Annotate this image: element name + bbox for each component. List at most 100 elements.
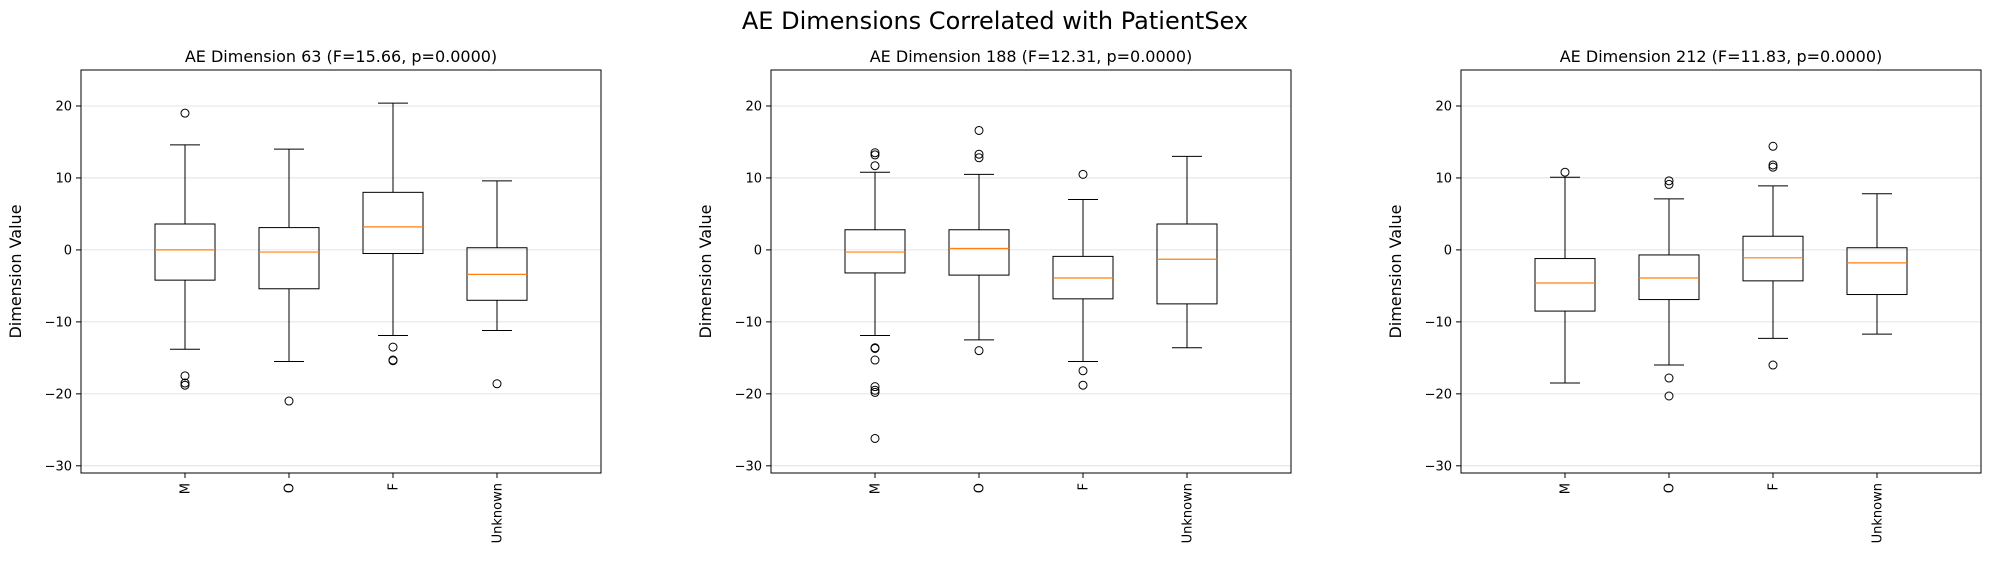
plot-frame bbox=[770, 69, 1292, 474]
outlier-point bbox=[1078, 169, 1088, 179]
outlier-point bbox=[1078, 366, 1088, 376]
box-m bbox=[1534, 167, 1596, 384]
box-unknown bbox=[466, 180, 528, 389]
y-tick-label: 20 bbox=[745, 99, 762, 114]
box-iqr bbox=[844, 229, 906, 274]
outlier-point bbox=[974, 153, 984, 163]
outlier-point bbox=[974, 149, 984, 159]
box-o bbox=[948, 125, 1010, 356]
outlier-point bbox=[1768, 360, 1778, 370]
plot-frame bbox=[1460, 69, 1982, 474]
chart-panel-1: AE Dimension 63 (F=15.66, p=0.0000) Dimen… bbox=[6, 47, 602, 543]
outlier-point bbox=[870, 344, 880, 354]
outlier-point bbox=[1664, 176, 1674, 186]
box-iqr bbox=[1534, 258, 1596, 312]
outlier-point bbox=[870, 161, 880, 171]
chart-panel-2: AE Dimension 188 (F=12.31, p=0.0000) Dime… bbox=[696, 47, 1292, 543]
panel-title: AE Dimension 212 (F=11.83, p=0.0000) bbox=[1560, 47, 1883, 66]
chart-panel-3: AE Dimension 212 (F=11.83, p=0.0000) Dime… bbox=[1386, 47, 1982, 543]
outlier-point bbox=[180, 380, 190, 390]
box-unknown bbox=[1156, 155, 1218, 349]
box-m bbox=[154, 108, 216, 390]
x-tick-label: M bbox=[179, 483, 194, 494]
outlier-point bbox=[1768, 141, 1778, 151]
y-tick-label: 20 bbox=[1435, 99, 1452, 114]
y-tick-label: −30 bbox=[1425, 459, 1452, 474]
box-iqr bbox=[1638, 254, 1700, 301]
outlier-point bbox=[180, 378, 190, 388]
x-tick-label: F bbox=[1767, 483, 1782, 490]
outlier-point bbox=[870, 148, 880, 158]
box-unknown bbox=[1846, 193, 1908, 335]
y-tick-label: 10 bbox=[55, 171, 72, 186]
box-iqr bbox=[154, 223, 216, 281]
y-tick-label: 0 bbox=[64, 243, 72, 258]
x-tick-label: Unknown bbox=[1181, 483, 1196, 543]
y-tick-label: 0 bbox=[754, 243, 762, 258]
outlier-point bbox=[388, 356, 398, 366]
box-iqr bbox=[1846, 247, 1908, 296]
outlier-point bbox=[974, 125, 984, 135]
outlier-point bbox=[284, 396, 294, 406]
x-tick-label: O bbox=[1663, 483, 1678, 493]
y-tick-label: −20 bbox=[1425, 387, 1452, 402]
box-o bbox=[258, 148, 320, 406]
outlier-point bbox=[1078, 380, 1088, 390]
outlier-point bbox=[870, 385, 880, 395]
outlier-point bbox=[492, 379, 502, 389]
outlier-point bbox=[870, 150, 880, 160]
box-m bbox=[844, 148, 906, 443]
x-tick-label: M bbox=[1559, 483, 1574, 494]
y-tick-label: 10 bbox=[745, 171, 762, 186]
box-f bbox=[362, 102, 424, 366]
y-tick-label: −20 bbox=[735, 387, 762, 402]
box-iqr bbox=[258, 227, 320, 290]
x-tick-label: F bbox=[387, 483, 402, 490]
outlier-point bbox=[1560, 167, 1570, 177]
plot-frame bbox=[80, 69, 602, 474]
x-tick-label: O bbox=[973, 483, 988, 493]
y-axis-label: Dimension Value bbox=[696, 204, 715, 338]
y-tick-label: −10 bbox=[45, 315, 72, 330]
box-iqr bbox=[1156, 223, 1218, 305]
y-tick-label: 10 bbox=[1435, 171, 1452, 186]
outlier-point bbox=[1664, 391, 1674, 401]
box-f bbox=[1052, 169, 1114, 390]
x-tick-label: M bbox=[869, 483, 884, 494]
y-tick-label: −30 bbox=[735, 459, 762, 474]
outlier-point bbox=[1768, 162, 1778, 172]
outlier-point bbox=[180, 108, 190, 118]
box-iqr bbox=[1742, 235, 1804, 282]
outlier-point bbox=[388, 342, 398, 352]
outlier-point bbox=[180, 371, 190, 381]
y-axis-label: Dimension Value bbox=[6, 204, 25, 338]
panel-title: AE Dimension 63 (F=15.66, p=0.0000) bbox=[185, 47, 497, 66]
outlier-point bbox=[870, 355, 880, 365]
y-tick-label: −20 bbox=[45, 387, 72, 402]
figure-title: AE Dimensions Correlated with PatientSex bbox=[742, 7, 1248, 35]
outlier-point bbox=[870, 433, 880, 443]
outlier-point bbox=[870, 382, 880, 392]
outlier-point bbox=[1664, 373, 1674, 383]
box-f bbox=[1742, 141, 1804, 370]
y-tick-label: 20 bbox=[55, 99, 72, 114]
y-tick-label: −10 bbox=[735, 315, 762, 330]
box-iqr bbox=[362, 191, 424, 255]
x-tick-label: F bbox=[1077, 483, 1092, 490]
y-tick-label: −10 bbox=[1425, 315, 1452, 330]
box-iqr bbox=[948, 229, 1010, 276]
outlier-point bbox=[1664, 179, 1674, 189]
y-axis-label: Dimension Value bbox=[1386, 204, 1405, 338]
x-tick-label: Unknown bbox=[491, 483, 506, 543]
outlier-point bbox=[870, 387, 880, 397]
outlier-point bbox=[1768, 160, 1778, 170]
outlier-point bbox=[974, 346, 984, 356]
box-o bbox=[1638, 176, 1700, 401]
panel-title: AE Dimension 188 (F=12.31, p=0.0000) bbox=[870, 47, 1193, 66]
x-tick-label: O bbox=[283, 483, 298, 493]
y-tick-label: −30 bbox=[45, 459, 72, 474]
y-tick-label: 0 bbox=[1444, 243, 1452, 258]
chart-panels: AE Dimension 63 (F=15.66, p=0.0000) Dimen… bbox=[6, 47, 1982, 543]
x-tick-label: Unknown bbox=[1871, 483, 1886, 543]
